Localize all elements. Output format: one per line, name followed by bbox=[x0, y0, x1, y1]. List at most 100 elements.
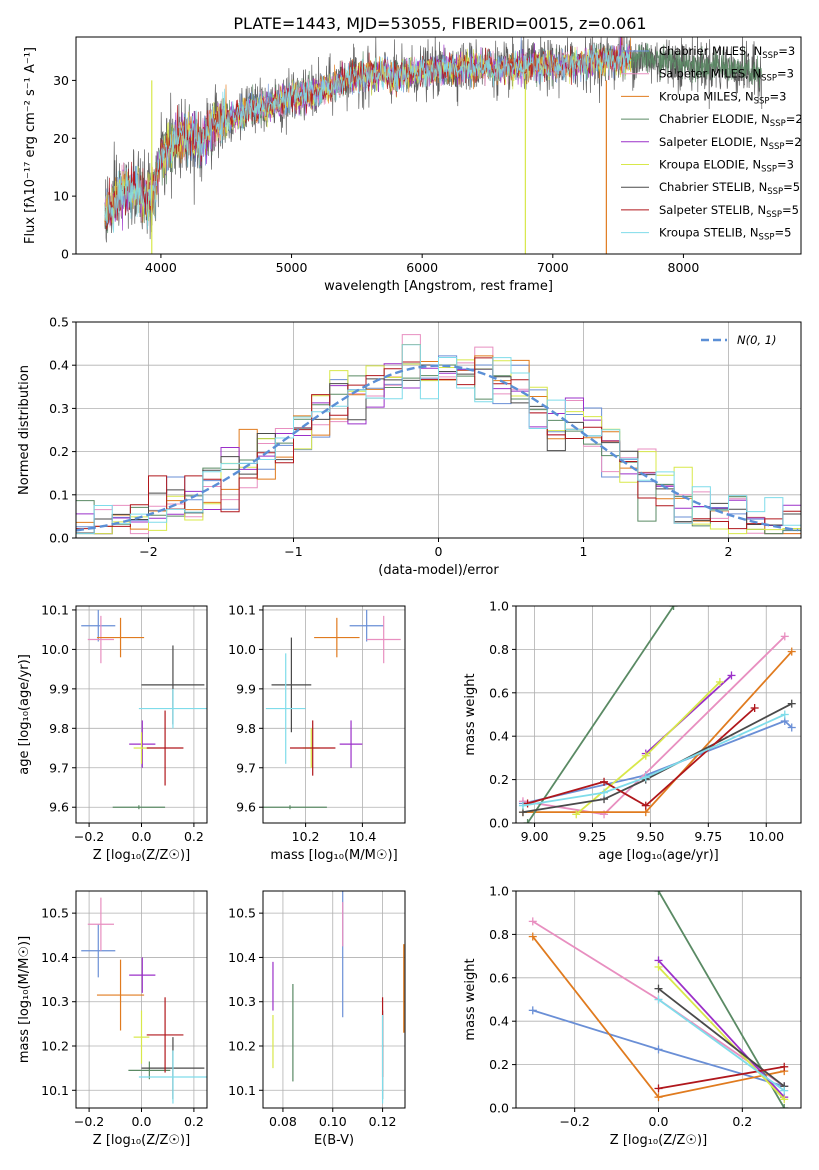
legend-entry-8: Kroupa STELIB, NSSP=5 bbox=[659, 226, 791, 243]
plot-area-weight-vs-age bbox=[518, 606, 796, 823]
point-7 bbox=[146, 710, 184, 786]
normal-curve bbox=[76, 364, 799, 532]
marker-0-0 bbox=[528, 1006, 537, 1015]
y-tick-label: 9.8 bbox=[236, 721, 256, 736]
point-8 bbox=[265, 653, 306, 764]
panel-age-vs-mass: 10.2 10.4 9.6 9.7 9.8 9.9 10.0 10.1 mass [log₁₀(… bbox=[228, 602, 406, 863]
plot-area-residuals bbox=[76, 334, 801, 538]
marker-6-3 bbox=[787, 699, 796, 708]
marker-8-3 bbox=[780, 710, 789, 719]
legend-series-name: Kroupa STELIB bbox=[659, 226, 743, 240]
weight-line-0 bbox=[522, 719, 793, 805]
point-3 bbox=[128, 1061, 171, 1080]
marker-0-1 bbox=[654, 1045, 663, 1054]
y-tick-label: 0.0 bbox=[49, 531, 69, 546]
y-tick-label: 0.4 bbox=[49, 358, 69, 373]
y-tick-label: 0.6 bbox=[489, 970, 509, 985]
legend-series-name: Salpeter MILES bbox=[659, 67, 745, 81]
point-4 bbox=[129, 720, 156, 768]
y-tick-label: 1.0 bbox=[489, 884, 509, 899]
legend-nssp-subscript: SSP bbox=[767, 187, 783, 197]
x-tick-label: 0.0 bbox=[132, 829, 152, 844]
legend-nssp-prefix: , N bbox=[738, 89, 754, 103]
point-7 bbox=[289, 720, 336, 776]
point-5 bbox=[133, 1010, 150, 1064]
x-tick-label: 0.0 bbox=[649, 1114, 669, 1129]
marker-8-0 bbox=[518, 801, 527, 810]
x-tick-label: 5000 bbox=[276, 260, 308, 275]
legend-nssp-subscript: SSP bbox=[759, 233, 775, 243]
legend-nssp-prefix: , N bbox=[743, 226, 759, 240]
x-tick-label: 8000 bbox=[668, 260, 700, 275]
y-axis-label: Normed distribution bbox=[17, 365, 32, 495]
weight-line-6 bbox=[657, 987, 785, 1088]
weight-line-6 bbox=[522, 702, 793, 814]
weight-line-2 bbox=[522, 650, 793, 814]
plot-area-weight-vs-Z bbox=[528, 891, 789, 1108]
y-tick-label: 10 bbox=[53, 189, 69, 204]
marker-7-0 bbox=[523, 799, 532, 808]
legend-nssp-subscript: SSP bbox=[761, 74, 777, 84]
point-8 bbox=[138, 688, 207, 729]
x-tick-label: 9.00 bbox=[521, 829, 549, 844]
y-tick-label: 0.8 bbox=[489, 642, 509, 657]
point-6 bbox=[271, 637, 312, 733]
legend-nssp-prefix: , N bbox=[753, 135, 769, 149]
marker-1-2 bbox=[780, 632, 789, 641]
x-tick-label: 9.75 bbox=[694, 829, 722, 844]
legend-entry-6: Chabrier STELIB, NSSP=5 bbox=[659, 180, 800, 197]
marker-2-0 bbox=[528, 932, 537, 941]
x-axis-label: E(B-V) bbox=[314, 1133, 354, 1148]
marker-8-2 bbox=[641, 773, 650, 782]
plot-area-age-vs-Z bbox=[81, 609, 207, 810]
x-tick-label: 0.2 bbox=[732, 1114, 752, 1129]
legend-series-name: Chabrier MILES bbox=[659, 44, 746, 58]
marker-7-3 bbox=[750, 703, 759, 712]
legend-nssp-value: =2 bbox=[785, 135, 802, 149]
marker-8-1 bbox=[780, 1086, 789, 1095]
point-0 bbox=[349, 609, 384, 642]
legend-nssp-value: =3 bbox=[777, 158, 794, 172]
y-tick-label: 9.6 bbox=[49, 800, 69, 815]
panel-weight-vs-Z: −0.2 0.0 0.2 0.0 0.2 0.4 0.6 0.8 1.0 Z [log₁₀(Z/Z… bbox=[463, 884, 802, 1148]
marker-8-0 bbox=[654, 995, 663, 1004]
y-tick-label: 10.1 bbox=[228, 602, 256, 617]
weight-line-7 bbox=[658, 1065, 785, 1090]
point-1 bbox=[87, 897, 114, 951]
panel-mass-vs-Z: −0.2 0.0 0.2 10.1 10.2 10.3 10.4 10.5 Z [log₁₀(Z… bbox=[17, 890, 208, 1148]
legend-nssp-prefix: , N bbox=[746, 44, 762, 58]
plot-area-mass-vs-Z bbox=[81, 897, 207, 1104]
y-tick-label: 0.2 bbox=[49, 444, 69, 459]
legend-nssp-prefix: , N bbox=[745, 67, 761, 81]
legend-entry-0: Chabrier MILES, NSSP=3 bbox=[659, 44, 795, 61]
marker-5-0 bbox=[572, 810, 581, 819]
y-tick-label: 10.0 bbox=[41, 642, 69, 657]
legend-entry-normal: N(0, 1) bbox=[737, 333, 777, 347]
y-tick-label: 10.1 bbox=[41, 1083, 69, 1098]
y-tick-label: 9.7 bbox=[49, 760, 69, 775]
point-3 bbox=[263, 805, 327, 810]
point-2 bbox=[314, 617, 360, 658]
marker-0-3 bbox=[787, 723, 796, 732]
y-tick-label: 10.4 bbox=[41, 950, 69, 965]
point-4 bbox=[129, 957, 156, 993]
x-tick-label: 0.2 bbox=[184, 1114, 204, 1129]
point-0 bbox=[81, 609, 116, 642]
histogram-8 bbox=[76, 344, 801, 538]
y-axis-label: age [log₁₀(age/yr)] bbox=[17, 654, 32, 775]
legend-nssp-prefix: , N bbox=[750, 203, 766, 217]
x-tick-label: 0.2 bbox=[184, 829, 204, 844]
legend-nssp-value: =3 bbox=[778, 44, 795, 58]
y-axis-label: mass weight bbox=[463, 958, 478, 1040]
legend-series-name: Chabrier STELIB bbox=[659, 180, 751, 194]
x-tick-label: 0.0 bbox=[132, 1114, 152, 1129]
x-tick-label: 10.4 bbox=[348, 829, 376, 844]
weight-line-5 bbox=[657, 966, 785, 1100]
point-1 bbox=[366, 615, 401, 664]
point-3 bbox=[112, 805, 166, 810]
y-tick-label: 10.1 bbox=[228, 1083, 256, 1098]
x-tick-label: 0.08 bbox=[269, 1114, 297, 1129]
legend-series-name: Salpeter ELODIE bbox=[659, 135, 753, 149]
x-axis-label: Z [log₁₀(Z/Z☉)] bbox=[93, 1133, 190, 1148]
marker-5-1 bbox=[780, 1095, 789, 1104]
